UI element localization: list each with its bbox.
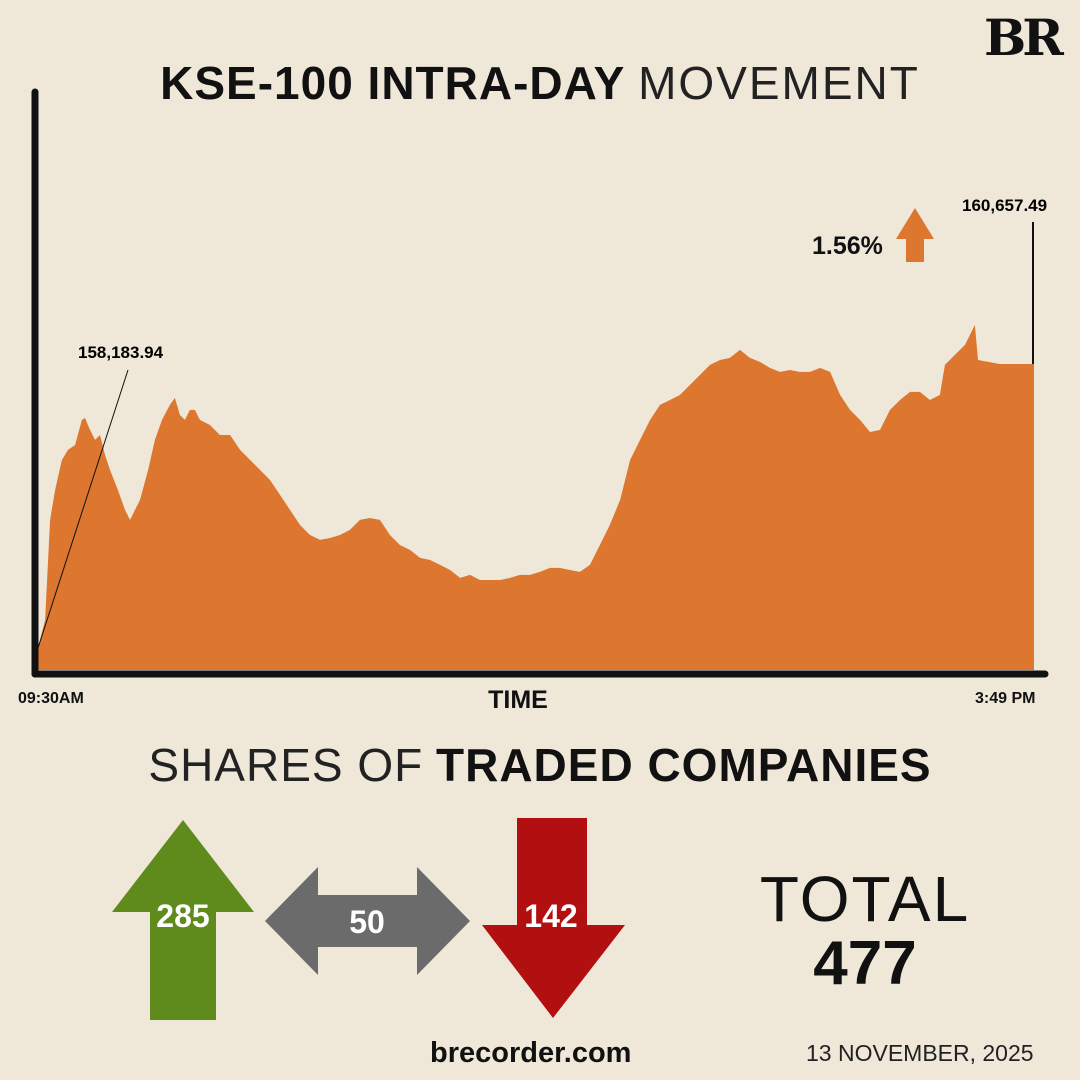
breadth-title: SHARES OF TRADED COMPANIES	[0, 738, 1080, 792]
open-value-label: 158,183.94	[78, 343, 164, 362]
title-light: MOVEMENT	[638, 57, 920, 109]
change-percent: 1.56%	[812, 232, 883, 260]
close-value-label: 160,657.49	[962, 196, 1047, 215]
unchanged-arrow-icon	[265, 867, 470, 975]
up-arrow-icon	[896, 208, 934, 262]
x-tick-start: 09:30AM	[18, 690, 84, 707]
site-link[interactable]: brecorder.com	[430, 1037, 632, 1069]
breadth-arrows	[112, 818, 625, 1020]
unchanged-count: 50	[349, 904, 385, 940]
advanced-count: 285	[156, 898, 210, 934]
declined-count: 142	[524, 898, 578, 934]
decline-arrow-icon	[482, 818, 625, 1018]
chart-title: KSE-100 INTRA-DAY MOVEMENT	[0, 56, 1080, 110]
advance-arrow-icon	[112, 820, 254, 1020]
date-label: 13 NOVEMBER, 2025	[806, 1040, 1034, 1066]
x-tick-end: 3:49 PM	[975, 690, 1036, 707]
br-logo: BR	[984, 8, 1064, 67]
breadth-title-bold: TRADED COMPANIES	[436, 739, 932, 791]
intraday-area-chart: 158,183.94 160,657.49	[31, 88, 1049, 678]
title-bold: KSE-100 INTRA-DAY	[160, 57, 626, 109]
open-leader-line	[37, 369, 129, 649]
total-label: TOTAL	[759, 863, 971, 935]
breadth-title-light: SHARES OF	[148, 739, 424, 791]
index-area-series	[38, 325, 1034, 670]
x-axis-label: TIME	[488, 686, 548, 714]
total-value: 477	[813, 929, 917, 998]
